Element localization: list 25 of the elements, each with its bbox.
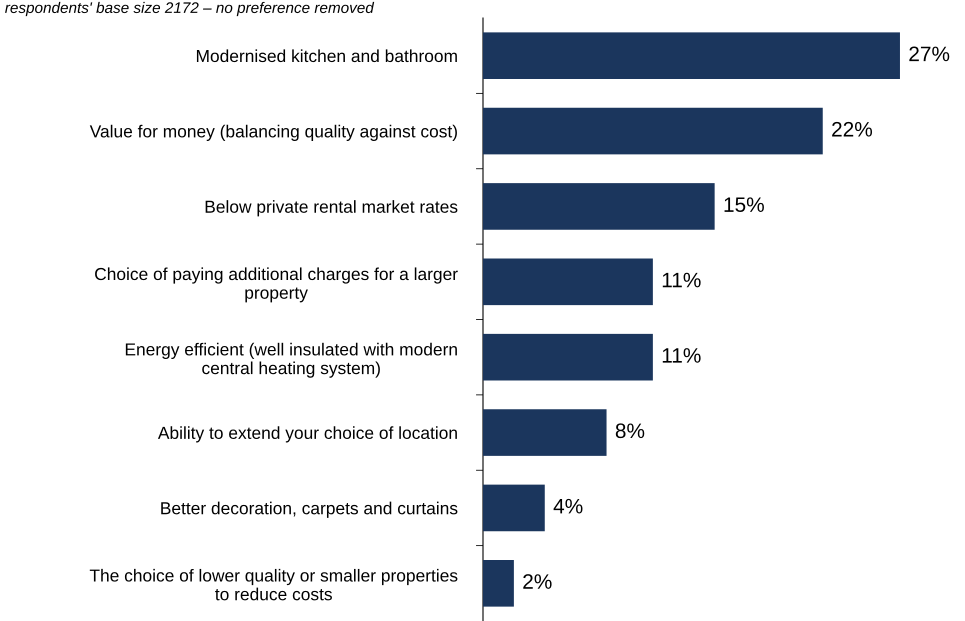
y-tick-label: Better decoration, carpets and curtains xyxy=(161,502,458,518)
y-tick-label: Below private rental market rates xyxy=(206,200,458,216)
y-tick-label: The choice of lower quality or smaller properties to reduce costs xyxy=(90,568,458,600)
y-tick-label: Value for money (balancing quality against cost) xyxy=(90,124,457,141)
data-label: 15% xyxy=(724,197,764,212)
text: respondents' base size 2172 – no preference removed xyxy=(5,2,374,16)
bar xyxy=(483,484,545,532)
bar xyxy=(483,258,653,306)
data-label: 11% xyxy=(662,348,701,363)
y-tick-label: Modernised kitchen and bathroom xyxy=(196,49,457,62)
data-label: 4% xyxy=(554,498,582,514)
y-tick-label: Choice of paying additional charges for a larger property xyxy=(95,267,458,302)
bar xyxy=(483,108,823,154)
data-label: 22% xyxy=(832,122,872,137)
data-label: 27% xyxy=(909,46,950,62)
bar xyxy=(483,32,900,80)
bar xyxy=(483,560,514,607)
data-label: 8% xyxy=(616,423,644,438)
bar xyxy=(483,409,607,456)
data-label: 2% xyxy=(523,574,552,589)
y-tick-label: Ability to extend your choice of location xyxy=(158,426,457,442)
bar xyxy=(483,183,715,230)
bar xyxy=(483,334,653,381)
y-tick-label: Energy efficient (well insulated with modern central heating system) xyxy=(126,342,457,378)
data-label: 11% xyxy=(662,272,701,288)
